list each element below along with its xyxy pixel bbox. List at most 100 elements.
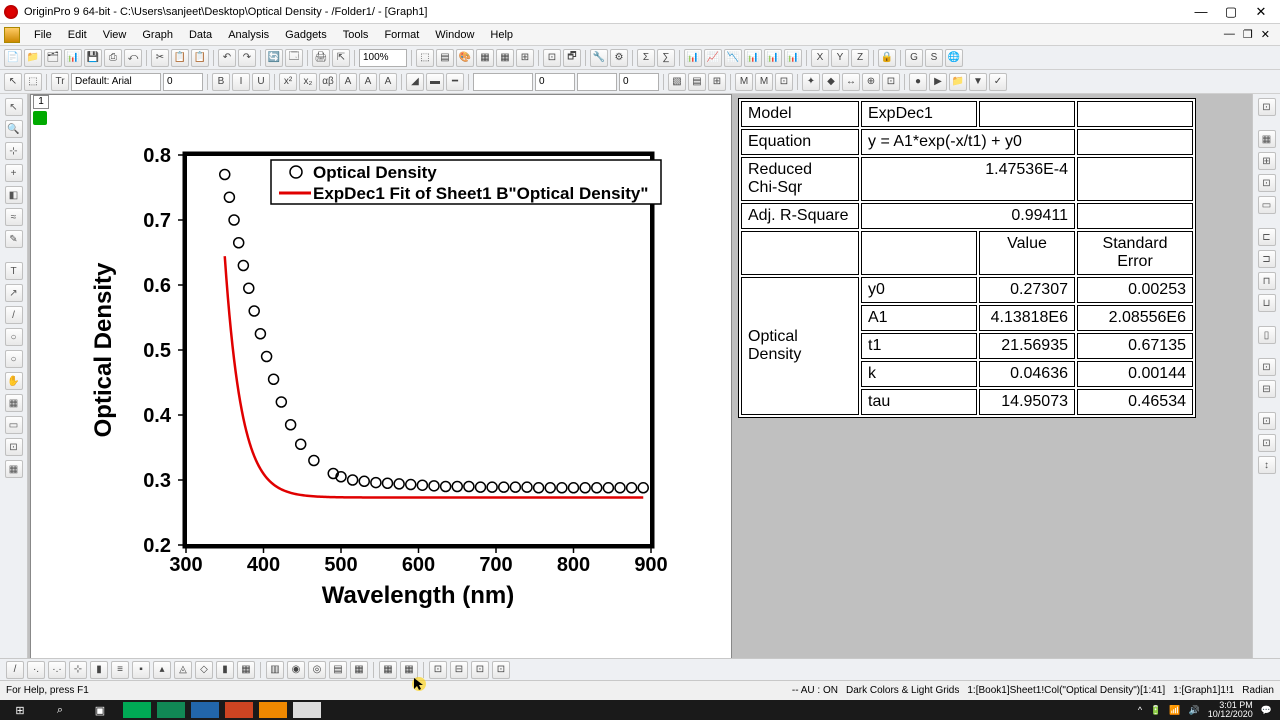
- search-button[interactable]: ⌕: [40, 700, 80, 720]
- graph-window[interactable]: 1 3004005006007008009000.20.30.40.50.60.…: [30, 94, 732, 660]
- toolbar-button[interactable]: 📋: [171, 49, 189, 67]
- toolbar-button[interactable]: 🗗: [563, 49, 581, 67]
- toolbar-button[interactable]: 🔄: [265, 49, 283, 67]
- underline-button[interactable]: U: [252, 73, 270, 91]
- left-tool[interactable]: /: [5, 306, 23, 324]
- plot-button[interactable]: ⊡: [471, 661, 489, 679]
- right-tool[interactable]: ⊡: [1258, 98, 1276, 116]
- right-tool[interactable]: ▯: [1258, 326, 1276, 344]
- left-tool[interactable]: ⊹: [5, 142, 23, 160]
- lock-icon[interactable]: [33, 111, 47, 125]
- excel-taskbar-icon[interactable]: [157, 702, 185, 718]
- right-tool[interactable]: ⊟: [1258, 380, 1276, 398]
- right-tool[interactable]: ⊞: [1258, 152, 1276, 170]
- menu-gadgets[interactable]: Gadgets: [277, 27, 335, 43]
- right-tool[interactable]: ⊓: [1258, 272, 1276, 290]
- left-tool[interactable]: +: [5, 164, 23, 182]
- chart[interactable]: 3004005006007008009000.20.30.40.50.60.70…: [81, 145, 691, 615]
- format-button[interactable]: ▧: [668, 73, 686, 91]
- right-tool[interactable]: ⊏: [1258, 228, 1276, 246]
- menu-tools[interactable]: Tools: [335, 27, 377, 43]
- italic-button[interactable]: I: [232, 73, 250, 91]
- left-tool[interactable]: ◧: [5, 186, 23, 204]
- left-tool[interactable]: ▭: [5, 416, 23, 434]
- clock-date[interactable]: 10/12/2020: [1208, 710, 1253, 719]
- bold-button[interactable]: B: [212, 73, 230, 91]
- right-tool[interactable]: ⊡: [1258, 174, 1276, 192]
- toolbar-button[interactable]: ⇱: [332, 49, 350, 67]
- menu-format[interactable]: Format: [376, 27, 427, 43]
- toolbar-button[interactable]: ↶: [218, 49, 236, 67]
- increase-button[interactable]: A: [359, 73, 377, 91]
- line-button[interactable]: ▬: [426, 73, 444, 91]
- toolbar-button[interactable]: 🔧: [590, 49, 608, 67]
- menu-help[interactable]: Help: [482, 27, 521, 43]
- left-tool[interactable]: 🔍: [5, 120, 23, 138]
- right-tool[interactable]: ⊡: [1258, 434, 1276, 452]
- word-taskbar-icon[interactable]: [191, 702, 219, 718]
- format-button[interactable]: ↔: [842, 73, 860, 91]
- right-tool[interactable]: ↕: [1258, 456, 1276, 474]
- child-minimize-button[interactable]: —: [1224, 28, 1235, 41]
- plot-button[interactable]: ⊡: [429, 661, 447, 679]
- tray-volume-icon[interactable]: 🔊: [1189, 705, 1200, 716]
- num-input-2[interactable]: [619, 73, 659, 91]
- plot-button[interactable]: ▪: [132, 661, 150, 679]
- plot-button[interactable]: /: [6, 661, 24, 679]
- child-close-button[interactable]: ✕: [1261, 28, 1270, 41]
- plot-button[interactable]: ◉: [287, 661, 305, 679]
- format-button[interactable]: ●: [909, 73, 927, 91]
- format-button[interactable]: ⊞: [708, 73, 726, 91]
- toolbar-button[interactable]: 🔒: [878, 49, 896, 67]
- menu-graph[interactable]: Graph: [134, 27, 181, 43]
- workbook-icon[interactable]: [4, 27, 20, 43]
- plot-button[interactable]: ≡: [111, 661, 129, 679]
- format-button[interactable]: M: [735, 73, 753, 91]
- format-button[interactable]: ⊡: [775, 73, 793, 91]
- toolbar-button[interactable]: ▦: [476, 49, 494, 67]
- toolbar-button[interactable]: ⬚: [416, 49, 434, 67]
- format-button[interactable]: ✓: [989, 73, 1007, 91]
- pointer-tool[interactable]: ↖: [4, 73, 22, 91]
- toolbar-button[interactable]: ∑: [657, 49, 675, 67]
- task-view-button[interactable]: ▣: [80, 700, 120, 720]
- toolbar-button[interactable]: 🌐: [945, 49, 963, 67]
- tray-network-icon[interactable]: 📶: [1169, 705, 1180, 716]
- subscript-button[interactable]: x₂: [299, 73, 317, 91]
- toolbar-button[interactable]: Z: [851, 49, 869, 67]
- toolbar-button[interactable]: 💾: [84, 49, 102, 67]
- powerpoint-taskbar-icon[interactable]: [225, 702, 253, 718]
- plot-button[interactable]: ·.: [27, 661, 45, 679]
- format-button[interactable]: M: [755, 73, 773, 91]
- left-tool[interactable]: ▦: [5, 394, 23, 412]
- menu-data[interactable]: Data: [181, 27, 220, 43]
- toolbar-button[interactable]: Y: [831, 49, 849, 67]
- origin-taskbar-icon[interactable]: [259, 702, 287, 718]
- toolbar-button[interactable]: ▦: [496, 49, 514, 67]
- right-tool[interactable]: ⊡: [1258, 358, 1276, 376]
- left-tool[interactable]: ≈: [5, 208, 23, 226]
- tray-battery-icon[interactable]: 🔋: [1150, 705, 1161, 716]
- format-button[interactable]: ⊕: [862, 73, 880, 91]
- start-button[interactable]: ⊞: [0, 700, 40, 720]
- decrease-button[interactable]: A: [379, 73, 397, 91]
- left-tool[interactable]: T: [5, 262, 23, 280]
- left-tool[interactable]: ↗: [5, 284, 23, 302]
- toolbar-button[interactable]: ↷: [238, 49, 256, 67]
- toolbar-button[interactable]: ⎙: [104, 49, 122, 67]
- left-tool[interactable]: ○: [5, 328, 23, 346]
- right-tool[interactable]: ▭: [1258, 196, 1276, 214]
- toolbar-button[interactable]: 📄: [4, 49, 22, 67]
- plot-button[interactable]: ◇: [195, 661, 213, 679]
- plot-button[interactable]: ⊡: [492, 661, 510, 679]
- toolbar-button[interactable]: X: [811, 49, 829, 67]
- toolbar-button[interactable]: 📊: [64, 49, 82, 67]
- toolbar-button[interactable]: Σ: [637, 49, 655, 67]
- plot-button[interactable]: ▥: [266, 661, 284, 679]
- toolbar-button[interactable]: 🎨: [456, 49, 474, 67]
- toolbar-button[interactable]: ⤺: [124, 49, 142, 67]
- greek-button[interactable]: αβ: [319, 73, 337, 91]
- toolbar-button[interactable]: 🗔: [285, 49, 303, 67]
- left-tool[interactable]: ✎: [5, 230, 23, 248]
- plot-button[interactable]: ◎: [308, 661, 326, 679]
